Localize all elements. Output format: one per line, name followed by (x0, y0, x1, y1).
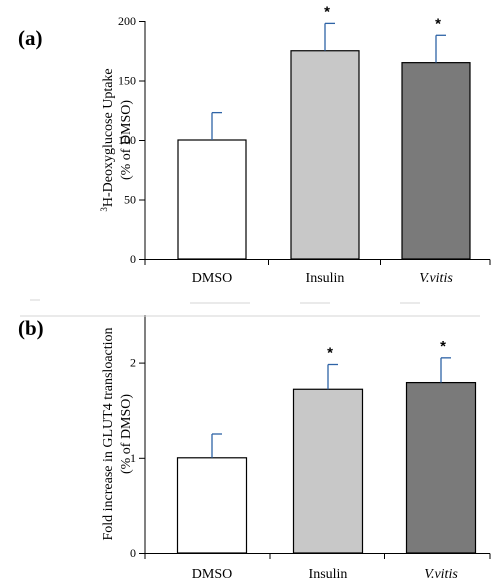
bar-insulin (290, 50, 360, 260)
y-axis-label: Fold increase in GLUT4 transloaction (% o… (101, 327, 134, 540)
y-tick-label: 2 (130, 356, 136, 370)
y-axis-label-line: (% of DMSO) (119, 100, 134, 180)
y-tick-label: 200 (118, 14, 136, 28)
panel-label: (a) (18, 26, 43, 50)
label-text: H-Deoxyglucose Uptake (101, 68, 116, 207)
bar-insulin (292, 388, 364, 554)
y-axis-label-line: (% of DMSO) (119, 394, 134, 474)
superscript: 3 (99, 207, 109, 212)
bar-vvitis (401, 62, 471, 260)
bar-dmso (177, 139, 247, 260)
y-tick-label: 150 (118, 74, 136, 88)
panel-label: (b) (18, 316, 44, 340)
y-tick-label: 1 (130, 451, 136, 465)
y-axis-label: 3H-Deoxyglucose Uptake (% of DMSO) (99, 68, 134, 211)
significance-star: * (440, 338, 446, 355)
y-tick-label: 0 (130, 546, 136, 560)
significance-star: * (324, 3, 330, 20)
significance-star: * (327, 345, 333, 362)
y-tick-label: 50 (124, 193, 136, 207)
significance-star: * (435, 15, 441, 32)
y-tick-label: 100 (118, 133, 136, 147)
category-label: Insulin (309, 567, 348, 582)
category-label: DMSO (192, 271, 232, 286)
category-label: DMSO (192, 567, 232, 582)
category-label: V.vitis (419, 271, 453, 286)
y-axis-label-line: 3H-Deoxyglucose Uptake (99, 68, 116, 211)
divider-artifacts (20, 299, 480, 317)
y-tick-label: 0 (130, 252, 136, 266)
y-axis-label-line: Fold increase in GLUT4 transloaction (101, 327, 116, 540)
category-label: Insulin (306, 271, 345, 286)
bar-dmso (176, 457, 248, 554)
bar-vvitis (405, 381, 477, 554)
category-label: V.vitis (424, 567, 458, 582)
chart-panel-a: (a) 0 50 100 150 200 3H-Deoxyglucose Uptake (% … (18, 3, 491, 286)
